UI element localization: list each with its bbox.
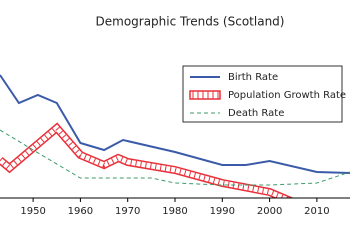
x-tick-label: 2010 xyxy=(304,206,329,217)
line xyxy=(0,129,350,186)
legend-label: Death Rate xyxy=(228,108,284,119)
legend-label: Birth Rate xyxy=(228,72,278,83)
x-tick-label: 2000 xyxy=(257,206,282,217)
x-tick-label: 1990 xyxy=(210,206,235,217)
legend-swatch xyxy=(189,90,221,100)
plot-area xyxy=(0,74,350,198)
line xyxy=(0,74,350,174)
x-tick-label: 1970 xyxy=(115,206,140,217)
x-tick-label: 1960 xyxy=(68,206,93,217)
chart-title: Demographic Trends (Scotland) xyxy=(96,15,285,29)
x-tick-label: 1950 xyxy=(20,206,45,217)
line xyxy=(0,124,291,198)
legend-label: Population Growth Rate xyxy=(228,90,346,101)
x-tick-label: 1980 xyxy=(162,206,187,217)
